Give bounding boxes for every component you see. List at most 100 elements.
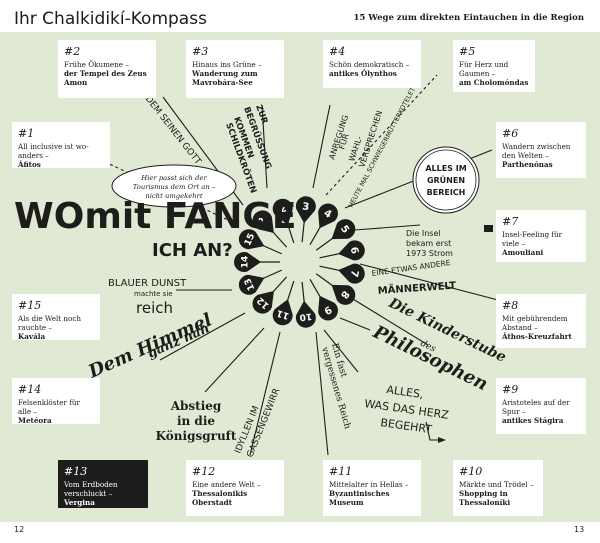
phrase-smoke-1: BLAUER DUNST — [108, 278, 187, 289]
diagram-background — [0, 32, 600, 522]
card-text: Hinaus ins Grüne – — [192, 60, 262, 69]
card-text: Aristoteles auf der Spur – — [502, 398, 570, 416]
card-number: #13 — [64, 465, 88, 478]
compass-pin-1[interactable] — [252, 210, 274, 234]
compass-pin-9[interactable] — [318, 295, 338, 321]
compass-pin-label: 11 — [276, 307, 291, 320]
card-6[interactable]: #6 Wandern zwischen den Welten – Parthen… — [496, 122, 586, 178]
compass-pin-label: 4 — [322, 208, 334, 221]
compass-pin-3[interactable] — [295, 196, 316, 224]
card-highlight: der Tempel des Zeus Amon — [64, 69, 147, 87]
compass-pin-13[interactable] — [238, 274, 265, 295]
phrase-promises-2: FÜR — [336, 132, 351, 151]
green-circle-inner — [415, 149, 477, 211]
phrase-island-2: bekam erst — [406, 239, 451, 248]
card-text: All inclusive ist wo­anders – — [18, 142, 89, 160]
compass-pin-label: 14 — [241, 256, 251, 269]
card-text: Eine andere Welt – — [192, 480, 261, 489]
compass-pin-15[interactable] — [238, 229, 265, 250]
card-number: #2 — [64, 45, 81, 58]
compass-pin-label: 7 — [348, 269, 360, 278]
card-1[interactable]: #1 All inclusive ist wo­anders – Áfitos — [12, 122, 110, 169]
card-text: Wandern zwischen den Welten – — [502, 142, 571, 160]
card-highlight: Byzantinisches Museum — [329, 489, 390, 507]
phrase-green-1: ALLES IM — [425, 164, 466, 173]
connector-14 — [159, 312, 246, 361]
card-12[interactable]: #12 Eine andere Welt – Thessalonikis Obe… — [186, 460, 284, 516]
phrase-smoke-3: reich — [136, 299, 173, 317]
page-number-right: 13 — [574, 525, 585, 534]
phrase-smoke-2: machte sie — [134, 290, 173, 298]
connector-3 — [261, 104, 268, 189]
compass-pin-10[interactable] — [295, 300, 316, 328]
connector-13 — [204, 327, 265, 393]
connector-8 — [359, 263, 499, 301]
card-text: Mittelalter in Hellas – — [329, 480, 409, 489]
card-highlight: antikes Stágira — [502, 416, 564, 425]
phrase-heart-3: BEGEHRT — [380, 416, 433, 436]
connector-10 — [323, 329, 359, 373]
phrase-heart-2: WAS DAS HERZ — [364, 397, 450, 422]
card-highlight: Parthenónas — [502, 160, 553, 169]
card-highlight: Kavála — [18, 332, 46, 341]
phrase-royal-2: in die — [177, 414, 215, 428]
phrase-island-3: 1973 Strom — [406, 249, 453, 258]
card-13[interactable]: #13 Vom Erdboden verschluckt – Vergina — [58, 460, 148, 508]
compass-pin-11[interactable] — [272, 299, 293, 326]
card-highlight: Áthos-Kreuzfahrt — [502, 332, 572, 341]
card-highlight: Vergina — [64, 498, 95, 507]
compass-pin-12[interactable] — [252, 290, 274, 314]
heart-arrow — [425, 421, 440, 441]
heart-arrowhead — [438, 437, 446, 443]
card-text: Schön demokratisch – — [329, 60, 410, 69]
card-number: #3 — [192, 45, 209, 58]
compass-pin-2[interactable] — [272, 198, 293, 225]
compass-pin-label: 6 — [348, 246, 360, 255]
compass-pin-label: 2 — [278, 203, 288, 216]
connector-11 — [315, 331, 329, 456]
phrase-island-1: Die Insel — [406, 229, 441, 238]
card-number: #10 — [459, 465, 483, 478]
compass-pin-6[interactable] — [338, 240, 365, 261]
card-text: Felsenklöster für alle – — [18, 398, 80, 416]
phrase-royal-1: Abstieg — [170, 399, 222, 413]
connector-7 — [354, 224, 421, 231]
green-circle — [412, 146, 480, 214]
card-15[interactable]: #15 Als die Welt noch rauchte – Kavála — [12, 294, 100, 341]
page-number-left: 12 — [14, 525, 25, 534]
card-number: #6 — [502, 127, 519, 140]
card-highlight: Amouliani — [502, 248, 544, 257]
card-10[interactable]: #10 Märkte und Trödel – Shopping in Thes… — [453, 460, 543, 516]
card-highlight: am Cholomóndas — [459, 78, 529, 87]
phrase-tourism-2: Tourismus dem Ort an – — [133, 183, 216, 191]
compass-pin-label: 9 — [322, 303, 334, 316]
card-number: #15 — [18, 299, 42, 312]
card-text: Mit gebührendem Abstand – — [502, 314, 568, 332]
card-number: #8 — [502, 299, 519, 312]
phrase-tourism-1: Hier passt sich der — [140, 174, 207, 182]
card-4[interactable]: #4 Schön demokratisch – antikes Ólynthos — [323, 40, 421, 88]
phrase-men-2: MÄNNERWELT — [377, 278, 456, 297]
card-2[interactable]: #2 Frühe Ökumene – der Tempel des Zeus A… — [58, 40, 156, 98]
card-3[interactable]: #3 Hinaus ins Grüne – Wanderung zum Mavr… — [186, 40, 284, 98]
card-9[interactable]: #9 Aristoteles auf der Spur – antikes St… — [496, 378, 586, 434]
card-11[interactable]: #11 Mittelalter in Hellas – Byzantinisch… — [323, 460, 421, 516]
card-number: #12 — [192, 465, 216, 478]
phrase-zeus: JEDEM SEINEN GOTT — [137, 87, 203, 167]
card-14[interactable]: #14 Felsenklöster für alle – Metéora — [12, 378, 100, 425]
card-number: #1 — [18, 127, 35, 140]
card-5[interactable]: #5 Für Herz und Gaumen – am Cholomóndas — [453, 40, 535, 92]
card-7[interactable]: #7 Insel-Feeling für viele – Amouliani — [496, 210, 586, 262]
compass-pin-4[interactable] — [318, 203, 338, 229]
compass-pin-8[interactable] — [331, 284, 356, 305]
compass-pin-14[interactable] — [234, 252, 261, 272]
center-title-line2: ICH AN? — [152, 240, 233, 261]
card-number: #7 — [502, 215, 519, 228]
compass-pin-7[interactable] — [338, 263, 365, 284]
connector-12 — [249, 331, 281, 456]
card-highlight: Shopping in Thessaloníki — [459, 489, 511, 507]
card-8[interactable]: #8 Mit gebührendem Abstand – Áthos-Kreuz… — [496, 294, 586, 348]
compass-pin-5[interactable] — [331, 219, 356, 240]
tourism-bubble — [111, 164, 237, 208]
